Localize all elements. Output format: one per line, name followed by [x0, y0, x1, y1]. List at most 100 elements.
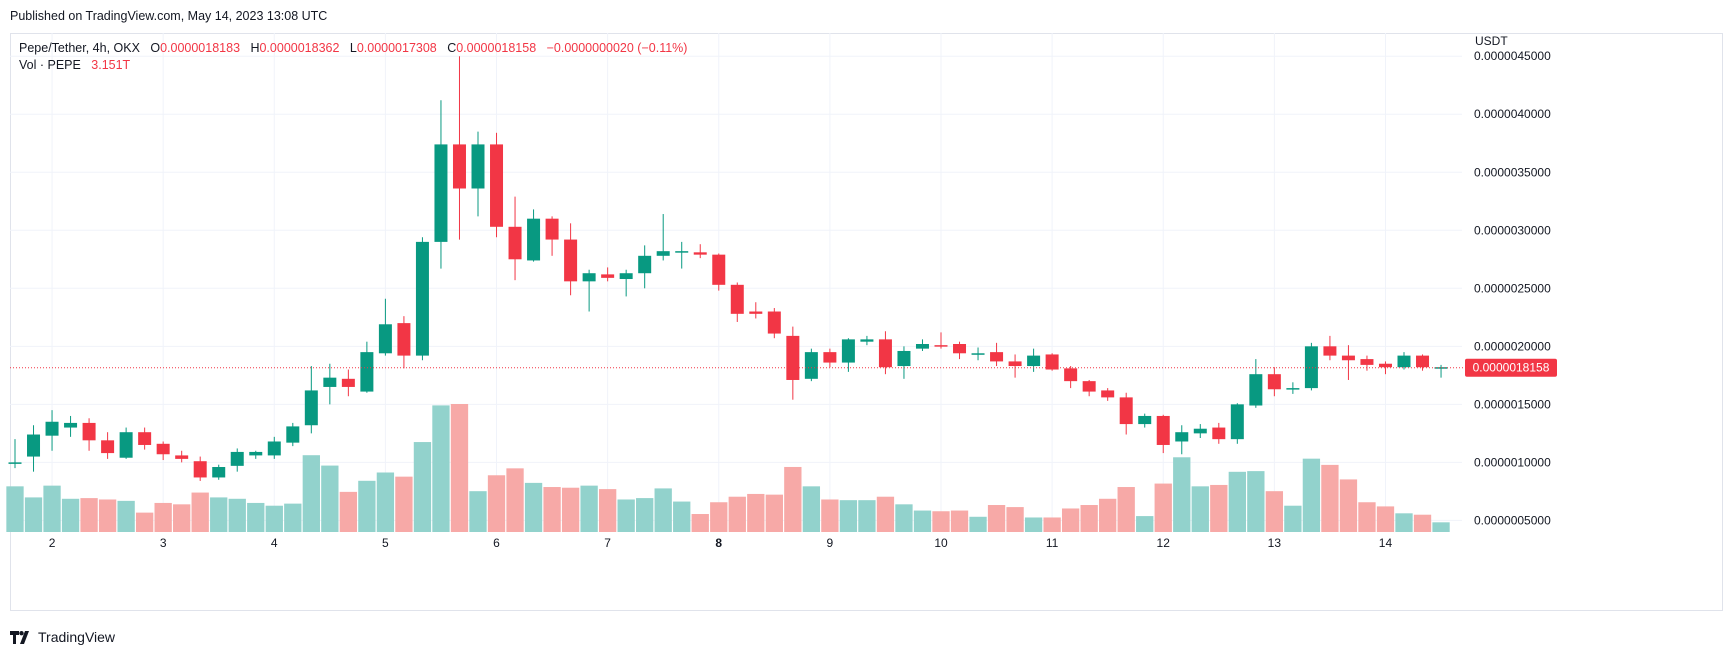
- volume-bar: [1061, 508, 1080, 532]
- tradingview-logo-icon: [10, 630, 29, 644]
- candle-body: [64, 422, 78, 428]
- candle-body: [1175, 432, 1189, 442]
- candle-body: [1323, 346, 1337, 356]
- candle-body: [527, 218, 541, 261]
- volume-bar: [210, 497, 228, 532]
- volume-bar: [1228, 471, 1246, 532]
- volume-bar: [24, 497, 43, 532]
- y-tick-label: 0.0000045000: [1474, 49, 1551, 63]
- volume-bar: [284, 503, 302, 532]
- volume-bar: [302, 455, 320, 532]
- volume-bar: [1247, 471, 1265, 532]
- candle-body: [656, 251, 670, 256]
- volume-bar: [524, 482, 543, 532]
- candle-body: [101, 440, 115, 454]
- volume-bar: [673, 501, 691, 532]
- tradingview-logo[interactable]: TradingView: [10, 629, 115, 645]
- candle-body: [878, 339, 892, 368]
- candle-body: [286, 426, 300, 443]
- y-tick-label: 0.0000005000: [1474, 513, 1551, 527]
- x-tick-label: 11: [1046, 536, 1059, 550]
- grid: [10, 33, 1462, 532]
- candle-body: [175, 455, 189, 459]
- x-tick-label: 6: [493, 536, 500, 550]
- candle-body: [230, 451, 244, 466]
- candle-body: [434, 144, 448, 242]
- volume-bar: [395, 476, 413, 532]
- volume-bar: [1080, 505, 1098, 532]
- candle-body: [119, 432, 133, 458]
- volume-bar: [135, 512, 154, 532]
- volume-bar: [543, 487, 561, 532]
- chart-legend: Pepe/Tether, 4h, OKX O0.0000018183 H0.00…: [19, 40, 687, 73]
- candle-body: [804, 352, 818, 379]
- candle-body: [1138, 415, 1152, 425]
- volume-bar: [1099, 498, 1117, 532]
- candle-body: [619, 273, 633, 280]
- volume-bar: [6, 486, 24, 532]
- volume-label[interactable]: Vol · PEPE: [19, 57, 81, 72]
- volume-bar: [691, 514, 709, 532]
- x-tick-label: 10: [934, 536, 948, 550]
- candle-body: [360, 352, 374, 392]
- candle-body: [82, 422, 96, 441]
- volume-bar: [1376, 506, 1395, 532]
- volume-bar: [839, 500, 858, 532]
- last-price-label: 0.0000018158: [1473, 361, 1550, 375]
- y-tick-label: 0.0000030000: [1474, 223, 1551, 237]
- candle-body: [767, 311, 781, 334]
- x-tick-label: 2: [49, 536, 56, 550]
- x-tick-label: 4: [271, 536, 278, 550]
- high-value: 0.0000018362: [259, 41, 340, 55]
- candle-body: [1045, 354, 1059, 370]
- volume-bar: [1432, 522, 1450, 532]
- candle-body: [1286, 388, 1300, 390]
- brand-name: TradingView: [38, 629, 116, 645]
- volume-bar: [913, 510, 932, 532]
- candle-body: [564, 239, 578, 282]
- candle-body: [1304, 346, 1318, 389]
- close-label: C: [447, 41, 457, 55]
- volume-bar: [1284, 505, 1302, 532]
- candle-body: [1212, 427, 1226, 440]
- volume-bar: [1358, 502, 1376, 532]
- y-tick-label: 0.0000015000: [1474, 397, 1551, 411]
- x-tick-label: 5: [382, 536, 389, 550]
- candle-body: [786, 335, 800, 380]
- volume-bar: [1302, 458, 1321, 532]
- volume-bar: [969, 516, 987, 532]
- candle-body: [1397, 355, 1411, 368]
- candle-body: [897, 350, 911, 367]
- candle-body: [1360, 359, 1374, 365]
- candle-body: [471, 144, 485, 189]
- volume-bar: [1043, 517, 1061, 532]
- candle-body: [1119, 397, 1133, 425]
- volume-bar: [1154, 483, 1172, 532]
- volume-bar: [802, 486, 821, 532]
- volume-bar: [636, 498, 654, 532]
- volume-bar: [747, 493, 765, 532]
- candle-body: [601, 274, 615, 278]
- candle-body: [1378, 363, 1392, 368]
- volume-bar: [1117, 487, 1135, 532]
- low-label: L: [349, 41, 357, 55]
- open-value: 0.0000018183: [160, 41, 241, 55]
- candle-body: [1341, 355, 1355, 361]
- last-price-line: 0.0000018158: [10, 358, 1557, 377]
- candle-body: [1230, 404, 1244, 440]
- volume-bar: [358, 480, 376, 532]
- volume-bar: [376, 472, 395, 532]
- symbol-label[interactable]: Pepe/Tether, 4h, OKX: [19, 41, 140, 55]
- x-tick-label: 8: [715, 536, 722, 550]
- volume-bar: [1191, 486, 1209, 532]
- candle-body: [490, 144, 504, 227]
- volume-bar: [1006, 507, 1024, 532]
- candle-body: [675, 251, 689, 253]
- candle-body: [1249, 374, 1263, 406]
- candle-body: [508, 226, 522, 260]
- candle-body: [1008, 361, 1022, 367]
- candle-body: [730, 284, 744, 314]
- volume-bar: [487, 475, 506, 532]
- volume-bar: [247, 502, 265, 532]
